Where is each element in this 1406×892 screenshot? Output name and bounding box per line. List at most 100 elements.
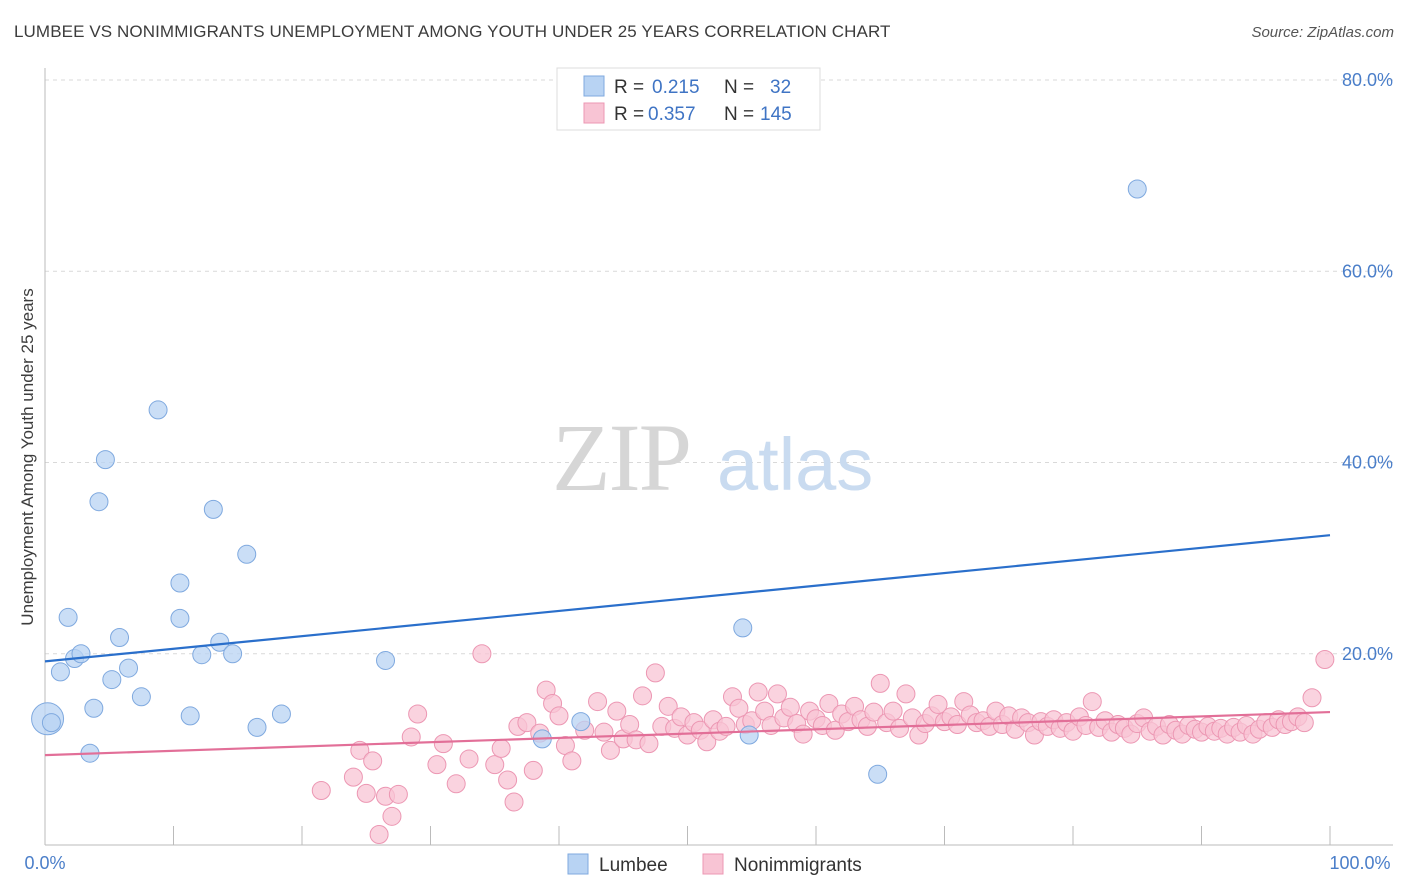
nonimmigrants-point: [517, 713, 537, 733]
nonimmigrants-point: [607, 701, 627, 721]
nonimmigrants-point: [658, 696, 678, 716]
nonimmigrants-point: [504, 792, 524, 812]
legend-r-label: R =: [614, 104, 644, 125]
lumbee-point: [119, 658, 139, 678]
nonimmigrants-point: [459, 749, 479, 769]
grid-lines: [45, 79, 1393, 655]
nonimmigrants-point: [748, 682, 768, 702]
nonimmigrants-point: [382, 806, 402, 826]
y-tick-label: 80.0%: [1342, 70, 1393, 90]
nonimmigrants-point: [356, 783, 376, 803]
lumbee-points: [31, 179, 1147, 784]
nonimmigrants-point: [1315, 649, 1335, 669]
lumbee-point: [58, 607, 78, 627]
legend-n-label: N =: [724, 104, 754, 125]
nonimmigrants-point: [819, 693, 839, 713]
nonimmigrants-point: [427, 755, 447, 775]
lumbee-point: [203, 499, 223, 519]
nonimmigrants-point: [350, 740, 370, 760]
lumbee-point: [95, 450, 115, 470]
lumbee-point: [41, 713, 61, 733]
watermark: ZIP atlas: [552, 404, 873, 511]
nonimmigrants-point: [523, 760, 543, 780]
nonimmigrants-point: [928, 694, 948, 714]
nonimmigrants-point: [562, 751, 582, 771]
nonimmigrants-point: [408, 704, 428, 724]
chart-title: LUMBEE VS NONIMMIGRANTS UNEMPLOYMENT AMO…: [14, 22, 891, 41]
nonimmigrants-point: [864, 702, 884, 722]
legend-r-label: R =: [614, 77, 644, 98]
nonimmigrants-point: [639, 734, 659, 754]
series-legend: Lumbee Nonimmigrants: [567, 853, 862, 876]
series-legend-label-lumbee: Lumbee: [599, 855, 668, 876]
nonimmigrants-point: [870, 673, 890, 693]
correlation-legend: R = 0.215 N = 32 R = 0.357 N = 145: [556, 67, 821, 131]
nonimmigrants-point: [401, 727, 421, 747]
lumbee-point: [148, 400, 168, 420]
lumbee-point: [170, 608, 190, 628]
series-legend-swatch-lumbee: [567, 853, 589, 875]
y-tick-labels: 20.0% 40.0% 60.0% 80.0%: [1342, 70, 1393, 664]
lumbee-point: [89, 492, 109, 512]
x-tick-label: 100.0%: [1329, 853, 1390, 873]
nonimmigrants-point: [498, 770, 518, 790]
lumbee-point: [739, 725, 759, 745]
x-tick-labels: 0.0% 100.0%: [24, 853, 1390, 873]
legend-r-value: 0.215: [652, 77, 700, 98]
nonimmigrants-point: [883, 701, 903, 721]
nonimmigrants-point: [600, 740, 620, 760]
nonimmigrants-point: [472, 644, 492, 664]
nonimmigrants-point: [446, 774, 466, 794]
chart-source: Source: ZipAtlas.com: [1251, 24, 1394, 41]
lumbee-point: [71, 644, 91, 664]
nonimmigrants-point: [780, 697, 800, 717]
y-axis-title: Unemployment Among Youth under 25 years: [18, 288, 37, 625]
nonimmigrants-point: [645, 663, 665, 683]
nonimmigrants-point: [890, 718, 910, 738]
nonimmigrants-point: [491, 738, 511, 758]
lumbee-point: [733, 618, 753, 638]
legend-r-value: 0.357: [648, 104, 696, 125]
lumbee-point: [84, 698, 104, 718]
y-tick-label: 60.0%: [1342, 261, 1393, 281]
nonimmigrants-points: [311, 644, 1335, 844]
nonimmigrants-point: [594, 722, 614, 742]
y-tick-label: 20.0%: [1342, 644, 1393, 664]
nonimmigrants-point: [767, 684, 787, 704]
lumbee-point: [131, 687, 151, 707]
lumbee-point: [1127, 179, 1147, 199]
y-tick-label: 40.0%: [1342, 453, 1393, 473]
nonimmigrants-point: [633, 686, 653, 706]
nonimmigrants-point: [485, 755, 505, 775]
series-legend-label-nonimmigrants: Nonimmigrants: [734, 855, 862, 876]
watermark-zip: ZIP: [552, 404, 690, 511]
nonimmigrants-point: [549, 706, 569, 726]
trend-lines: [44, 534, 1331, 757]
legend-n-value: 32: [770, 77, 791, 98]
lumbee-point: [110, 627, 130, 647]
nonimmigrants-point: [1294, 713, 1314, 733]
lumbee-point: [868, 764, 888, 784]
series-legend-swatch-nonimmigrants: [702, 853, 724, 875]
nonimmigrants-point: [363, 751, 383, 771]
nonimmigrants-point: [793, 724, 813, 744]
lumbee-point: [102, 670, 122, 690]
nonimmigrants-point: [388, 784, 408, 804]
nonimmigrants-point: [588, 692, 608, 712]
lumbee-point: [170, 573, 190, 593]
nonimmigrants-trend-line: [44, 710, 1331, 757]
nonimmigrants-point: [433, 734, 453, 754]
lumbee-point: [376, 650, 396, 670]
lumbee-point: [271, 704, 291, 724]
lumbee-trend-line: [44, 534, 1331, 663]
nonimmigrants-point: [369, 824, 389, 844]
nonimmigrants-point: [1302, 688, 1322, 708]
legend-swatch-nonimmigrants: [583, 102, 605, 124]
lumbee-point: [571, 712, 591, 732]
x-tick-label: 0.0%: [24, 853, 65, 873]
legend-n-label: N =: [724, 77, 754, 98]
lumbee-point: [180, 706, 200, 726]
nonimmigrants-point: [896, 684, 916, 704]
legend-n-value: 145: [760, 104, 792, 125]
